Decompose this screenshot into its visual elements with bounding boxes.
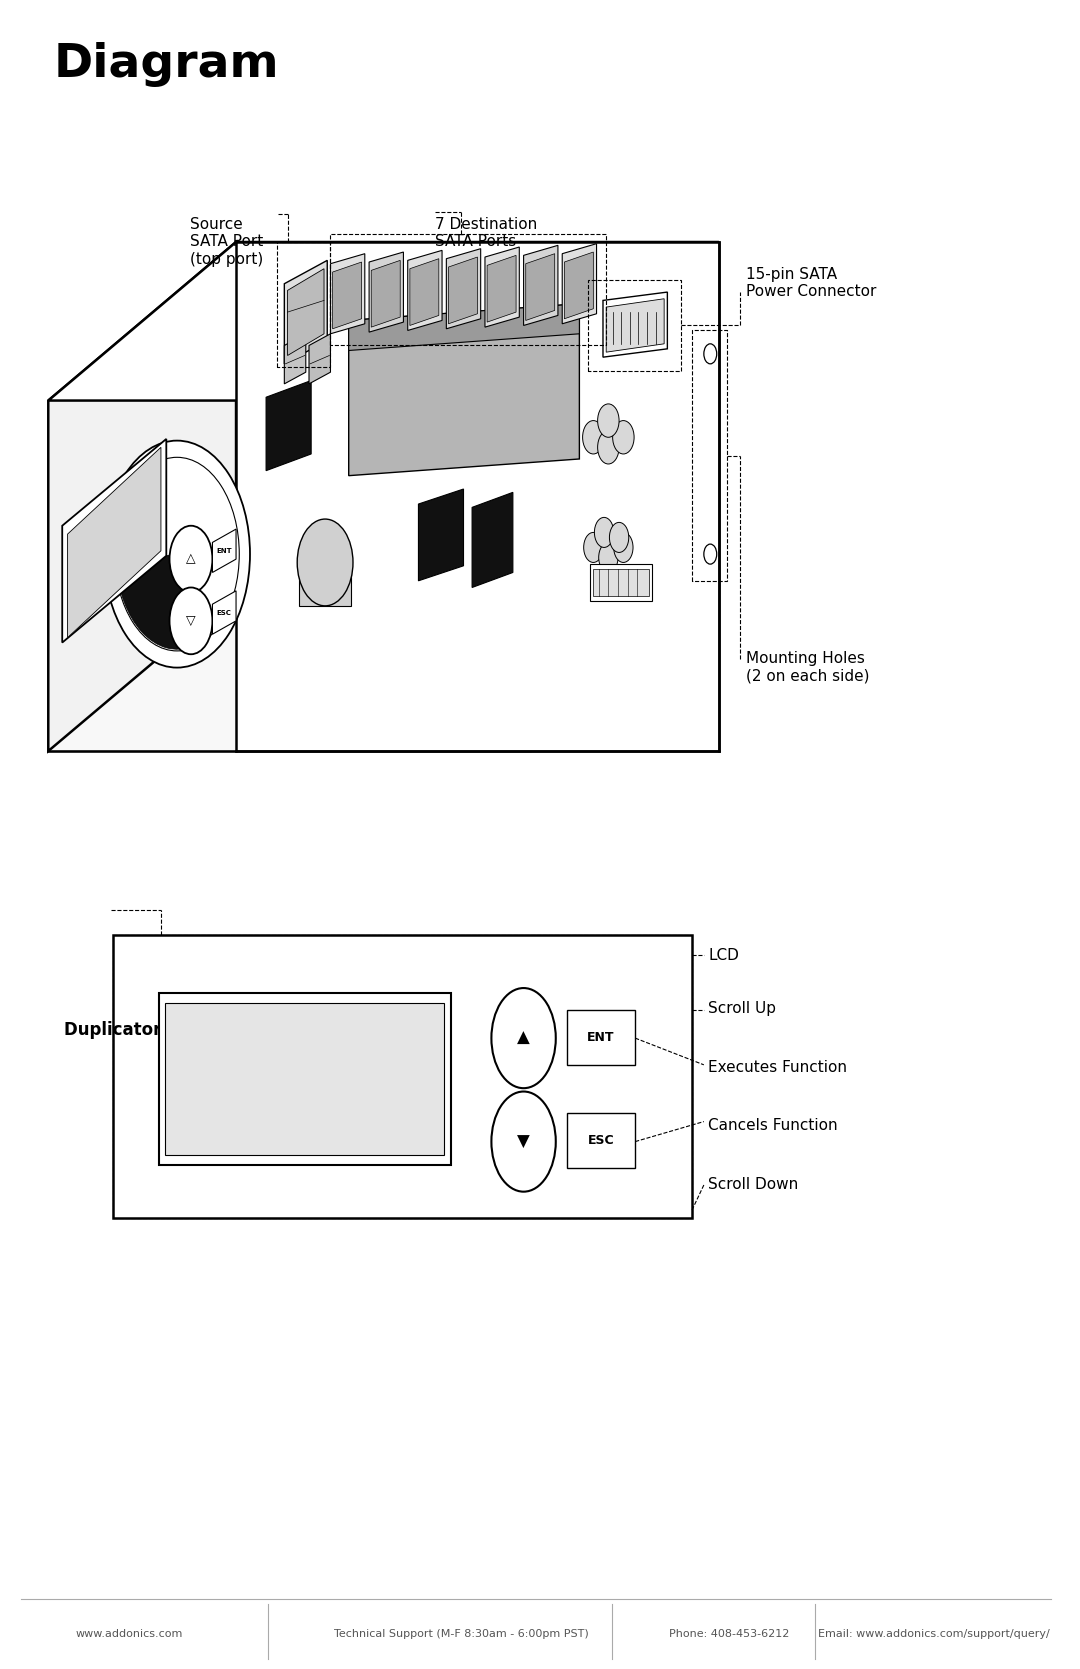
Polygon shape xyxy=(472,492,513,587)
Polygon shape xyxy=(446,249,481,329)
Polygon shape xyxy=(563,244,596,324)
Polygon shape xyxy=(369,252,404,332)
Polygon shape xyxy=(485,247,519,327)
Polygon shape xyxy=(159,993,450,1165)
Polygon shape xyxy=(410,259,438,325)
Polygon shape xyxy=(590,564,652,601)
Polygon shape xyxy=(567,1010,635,1065)
Circle shape xyxy=(583,532,603,562)
Polygon shape xyxy=(49,242,237,751)
Polygon shape xyxy=(349,304,579,476)
Polygon shape xyxy=(372,260,401,327)
Circle shape xyxy=(491,1092,556,1192)
Text: ▲: ▲ xyxy=(517,1030,530,1046)
Polygon shape xyxy=(213,591,237,634)
Polygon shape xyxy=(299,562,351,606)
Circle shape xyxy=(613,532,633,562)
Circle shape xyxy=(582,421,604,454)
Polygon shape xyxy=(408,250,442,330)
Polygon shape xyxy=(567,1113,635,1168)
Text: Diagram: Diagram xyxy=(54,42,280,87)
Circle shape xyxy=(612,421,634,454)
Text: Scroll Down: Scroll Down xyxy=(708,1177,798,1192)
Text: Cancels Function: Cancels Function xyxy=(708,1118,838,1133)
Text: Email: www.addonics.com/support/query/: Email: www.addonics.com/support/query/ xyxy=(818,1629,1050,1639)
Circle shape xyxy=(598,542,618,572)
Polygon shape xyxy=(309,334,330,384)
Circle shape xyxy=(170,587,213,654)
Text: △: △ xyxy=(186,552,195,566)
Text: ENT: ENT xyxy=(216,547,232,554)
Text: Phone: 408-453-6212: Phone: 408-453-6212 xyxy=(670,1629,789,1639)
Polygon shape xyxy=(63,439,166,643)
Text: 15-pin SATA
Power Connector: 15-pin SATA Power Connector xyxy=(745,267,876,299)
Polygon shape xyxy=(333,262,362,329)
Text: www.addonics.com: www.addonics.com xyxy=(76,1629,183,1639)
Polygon shape xyxy=(565,252,593,319)
Polygon shape xyxy=(49,242,719,401)
Circle shape xyxy=(704,544,717,564)
Text: Scroll Up: Scroll Up xyxy=(708,1001,777,1016)
Text: 7 Destination
SATA Ports: 7 Destination SATA Ports xyxy=(434,217,537,249)
Circle shape xyxy=(704,344,717,364)
Circle shape xyxy=(594,517,613,547)
Circle shape xyxy=(609,522,629,552)
Polygon shape xyxy=(606,299,664,352)
Polygon shape xyxy=(526,254,555,320)
Text: ESC: ESC xyxy=(217,609,232,616)
Polygon shape xyxy=(603,292,667,357)
Polygon shape xyxy=(287,269,324,355)
Polygon shape xyxy=(284,260,327,364)
Text: LCD: LCD xyxy=(708,948,739,963)
Circle shape xyxy=(597,431,619,464)
Polygon shape xyxy=(68,447,161,638)
Text: ▼: ▼ xyxy=(517,1133,530,1150)
Circle shape xyxy=(491,988,556,1088)
Text: Technical Support (M-F 8:30am - 6:00pm PST): Technical Support (M-F 8:30am - 6:00pm P… xyxy=(334,1629,589,1639)
Circle shape xyxy=(297,519,353,606)
Polygon shape xyxy=(237,242,719,751)
Polygon shape xyxy=(165,1003,444,1155)
Polygon shape xyxy=(266,381,311,471)
Circle shape xyxy=(170,526,213,592)
Polygon shape xyxy=(112,935,692,1218)
Text: ENT: ENT xyxy=(588,1031,615,1043)
Polygon shape xyxy=(487,255,516,322)
Text: Duplicator Panel: Duplicator Panel xyxy=(65,1021,219,1040)
Text: ▽: ▽ xyxy=(186,614,195,628)
Polygon shape xyxy=(524,245,558,325)
Polygon shape xyxy=(284,334,306,384)
Polygon shape xyxy=(593,569,649,596)
Polygon shape xyxy=(349,304,579,350)
Circle shape xyxy=(104,441,249,668)
Polygon shape xyxy=(330,254,365,334)
Polygon shape xyxy=(49,401,531,751)
Circle shape xyxy=(114,457,240,651)
Text: Source
SATA Port
(top port): Source SATA Port (top port) xyxy=(190,217,262,267)
Polygon shape xyxy=(213,529,237,572)
Circle shape xyxy=(597,404,619,437)
Wedge shape xyxy=(117,554,193,649)
Text: Executes Function: Executes Function xyxy=(708,1060,847,1075)
Text: ESC: ESC xyxy=(588,1135,615,1147)
Polygon shape xyxy=(418,489,463,581)
Text: Mounting Holes
(2 on each side): Mounting Holes (2 on each side) xyxy=(745,651,869,683)
Polygon shape xyxy=(448,257,477,324)
